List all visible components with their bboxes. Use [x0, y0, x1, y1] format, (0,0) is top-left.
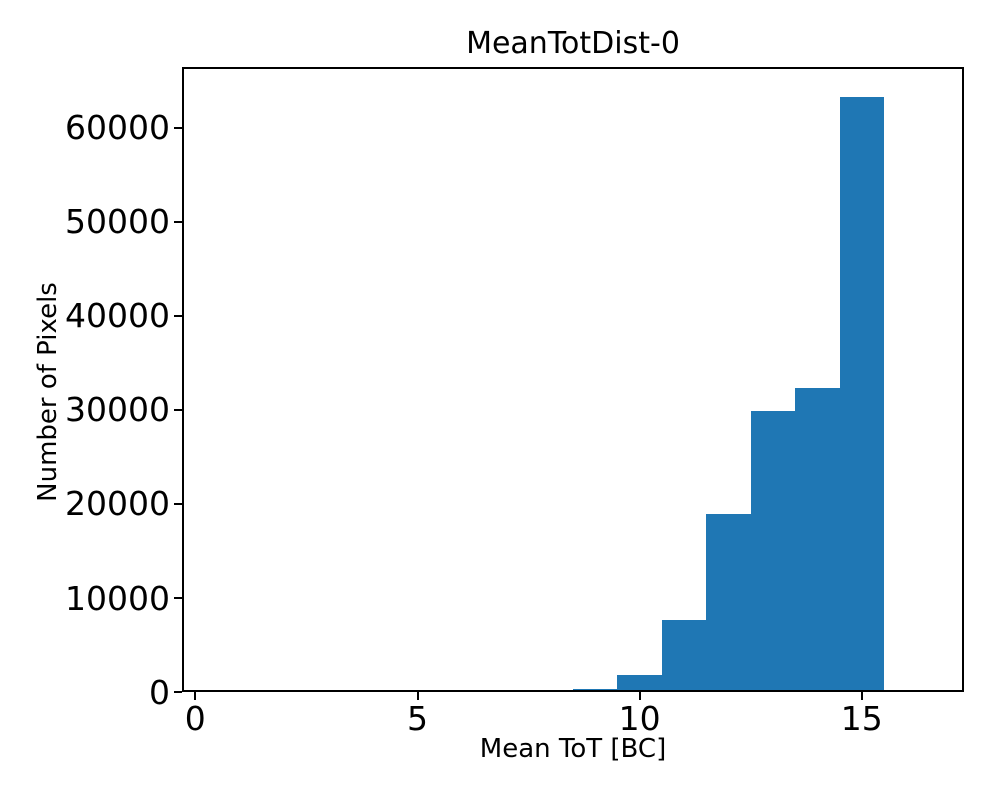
y-tick-mark — [174, 408, 182, 411]
chart-title: MeanTotDist-0 — [466, 26, 680, 61]
y-tick-label: 10000 — [65, 578, 170, 618]
y-tick-mark — [174, 502, 182, 505]
x-tick-label: 15 — [840, 699, 883, 738]
histogram-bar — [617, 675, 662, 692]
y-tick-label: 40000 — [65, 296, 170, 336]
histogram-bar — [795, 387, 840, 692]
x-axis-label: Mean ToT [BC] — [479, 734, 667, 764]
y-tick-mark — [174, 220, 182, 223]
y-tick-label: 60000 — [65, 108, 170, 148]
bars-layer — [182, 67, 964, 692]
y-tick-mark — [174, 691, 182, 693]
x-tick-mark — [638, 692, 641, 700]
y-tick-label: 50000 — [65, 202, 170, 242]
y-tick-mark — [174, 597, 182, 599]
y-tick-mark — [174, 314, 182, 317]
x-tick-label: 5 — [407, 699, 428, 738]
y-tick-label: 30000 — [65, 390, 170, 430]
y-tick-mark — [174, 126, 182, 129]
x-tick-mark — [194, 692, 197, 700]
x-tick-label: 10 — [618, 699, 661, 738]
x-tick-mark — [416, 692, 419, 700]
plot-area — [182, 67, 964, 692]
histogram-bar — [573, 688, 618, 692]
histogram-bar — [750, 410, 796, 692]
histogram-bar — [839, 96, 884, 692]
x-tick-label: 0 — [184, 699, 206, 738]
histogram-bar — [706, 513, 751, 692]
y-tick-label: 20000 — [65, 484, 170, 524]
histogram-bar — [661, 620, 707, 692]
y-tick-label: 0 — [149, 672, 170, 712]
x-tick-mark — [860, 692, 863, 700]
